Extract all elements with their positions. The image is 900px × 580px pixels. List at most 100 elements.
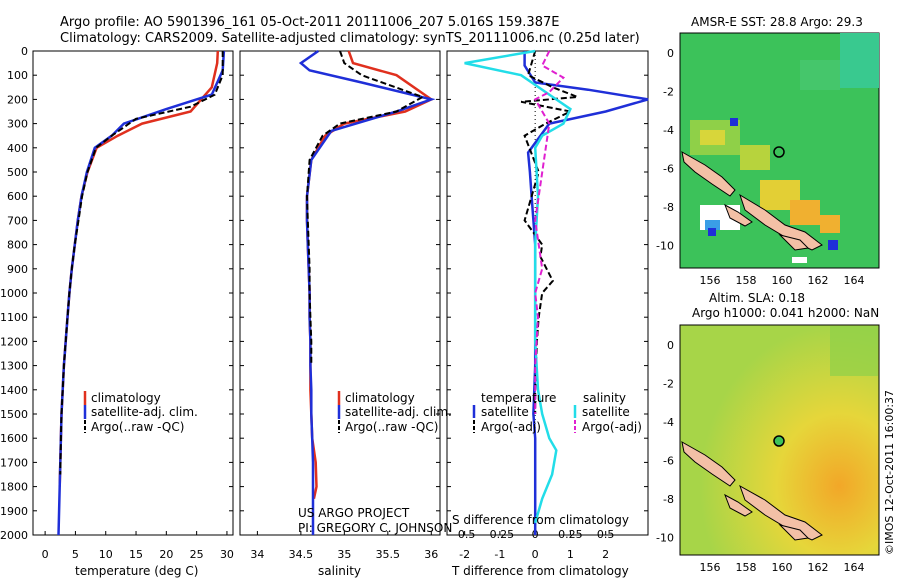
- depth-tick-label: 800: [7, 239, 28, 252]
- temperature-xtick-label: 25: [190, 548, 204, 561]
- map-xtick-label: 156: [700, 274, 721, 287]
- map-ytick-label: -8: [663, 201, 674, 214]
- sdiff-xtick-label: -0.25: [486, 528, 514, 541]
- map-ytick-label: 0: [667, 339, 674, 352]
- map-ytick-label: -8: [663, 493, 674, 506]
- difference-xtick-label: 2: [602, 548, 609, 561]
- depth-tick-label: 700: [7, 214, 28, 227]
- map-xtick-label: 158: [736, 274, 757, 287]
- map-xtick-label: 164: [844, 561, 865, 574]
- salinity-xtick-label: 34: [250, 548, 264, 561]
- map-ytick-label: -2: [663, 86, 674, 99]
- map-xtick-label: 162: [808, 274, 829, 287]
- diff-legend-2: Argo(-adj): [481, 420, 541, 434]
- salinity-xtick-label: 36: [424, 548, 438, 561]
- depth-tick-label: 1100: [0, 311, 28, 324]
- depth-tick-label: 1400: [0, 384, 28, 397]
- map-ytick-label: -10: [656, 532, 674, 545]
- sst-map: [679, 32, 880, 269]
- map-xtick-label: 164: [844, 274, 865, 287]
- difference-xtick-label: -2: [459, 548, 470, 561]
- temperature-xtick-label: 15: [129, 548, 143, 561]
- map-xtick-label: 158: [736, 561, 757, 574]
- project-label: US ARGO PROJECT: [298, 506, 410, 520]
- depth-tick-label: 1300: [0, 360, 28, 373]
- difference-series-2: [464, 49, 572, 524]
- salinity-legend-2: satellite-adj. clim.: [345, 405, 452, 419]
- salinity-xtick-label: 34.5: [289, 548, 314, 561]
- depth-tick-label: 1200: [0, 335, 28, 348]
- depth-tick-label: 200: [7, 93, 28, 106]
- diff-legend-4: Argo(-adj): [582, 420, 642, 434]
- map-ytick-label: -2: [663, 378, 674, 391]
- difference-legend: temperature salinity satellite Argo(-adj…: [472, 391, 642, 434]
- sst-map-title: AMSR-E SST: 28.8 Argo: 29.3: [691, 15, 863, 29]
- depth-tick-label: 1900: [0, 505, 28, 518]
- difference-xlabel: T difference from climatology: [451, 564, 629, 578]
- temperature-panel: [32, 50, 234, 536]
- difference-series-1: [520, 50, 578, 414]
- map-ytick-label: -4: [663, 124, 674, 137]
- depth-tick-label: 1500: [0, 408, 28, 421]
- depth-tick-label: 900: [7, 263, 28, 276]
- diff-legend-3: satellite: [582, 405, 630, 419]
- diff-legend-1: satellite: [481, 405, 529, 419]
- salinity-legend-1: climatology: [345, 391, 415, 405]
- temperature-series-2: [59, 51, 224, 475]
- depth-tick-label: 1600: [0, 432, 28, 445]
- map-ytick-label: -10: [656, 240, 674, 253]
- depth-tick-label: 600: [7, 190, 28, 203]
- temperature-legend-1: climatology: [91, 391, 161, 405]
- salinity-xtick-label: 35.5: [376, 548, 401, 561]
- depth-tick-label: 100: [7, 69, 28, 82]
- salinity-legend-3: Argo(..raw -QC): [345, 420, 438, 434]
- temperature-legend-3: Argo(..raw -QC): [91, 420, 184, 434]
- temperature-xtick-label: 10: [99, 548, 113, 561]
- map-ytick-label: 0: [667, 47, 674, 60]
- pi-label: PI: GREGORY C. JOHNSON: [298, 521, 452, 535]
- sla-map-title1: Altim. SLA: 0.18: [709, 291, 805, 305]
- difference-xtick-label: 1: [567, 548, 574, 561]
- depth-tick-label: 1000: [0, 287, 28, 300]
- depth-tick-label: 1800: [0, 481, 28, 494]
- depth-tick-label: 2000: [0, 529, 28, 542]
- depth-tick-label: 1700: [0, 456, 28, 469]
- sla-map-title2: Argo h1000: 0.041 h2000: NaN: [692, 306, 879, 320]
- temperature-xtick-label: 0: [42, 548, 49, 561]
- map-xtick-label: 156: [700, 561, 721, 574]
- map-xtick-label: 162: [808, 561, 829, 574]
- diff-legend-title-temp: temperature: [481, 391, 556, 405]
- temperature-legend-2: satellite-adj. clim.: [91, 405, 198, 419]
- map-xtick-label: 160: [772, 274, 793, 287]
- salinity-xlabel: salinity: [318, 564, 361, 578]
- depth-tick-label: 400: [7, 142, 28, 155]
- sdiff-xtick-label: -0.5: [454, 528, 475, 541]
- temperature-xtick-label: 5: [72, 548, 79, 561]
- salinity-legend: climatology satellite-adj. clim. Argo(..…: [337, 391, 452, 434]
- salinity-xtick-label: 35: [337, 548, 351, 561]
- map-ytick-label: -6: [663, 455, 674, 468]
- difference-series-3: [533, 50, 566, 414]
- difference-xtick-label: 0: [532, 548, 539, 561]
- sdiff-xtick-label: 0.5: [597, 528, 615, 541]
- credit-label: ©IMOS 12-Oct-2011 16:00:37: [883, 390, 896, 555]
- temperature-xlabel: temperature (deg C): [75, 564, 198, 578]
- temperature-xtick-label: 20: [159, 548, 173, 561]
- depth-tick-label: 0: [21, 45, 28, 58]
- salinity-panel: [239, 50, 441, 536]
- title-line1: Argo profile: AO 5901396_161 05-Oct-2011…: [60, 15, 559, 30]
- diff-legend-title-sal: salinity: [583, 391, 626, 405]
- temperature-legend: climatology satellite-adj. clim. Argo(..…: [83, 391, 198, 434]
- salinity-series-2: [305, 50, 426, 366]
- difference-xlabel-top: S difference from climatology: [452, 513, 629, 527]
- depth-tick-label: 500: [7, 166, 28, 179]
- temperature-xtick-label: 30: [220, 548, 234, 561]
- sdiff-xtick-label: 0.25: [558, 528, 583, 541]
- map-ytick-label: -6: [663, 163, 674, 176]
- sla-map: [679, 324, 880, 556]
- map-ytick-label: -4: [663, 416, 674, 429]
- salinity-series-1: [298, 49, 436, 535]
- title-line2: Climatology: CARS2009. Satellite-adjuste…: [60, 31, 640, 46]
- difference-xtick-label: -1: [494, 548, 505, 561]
